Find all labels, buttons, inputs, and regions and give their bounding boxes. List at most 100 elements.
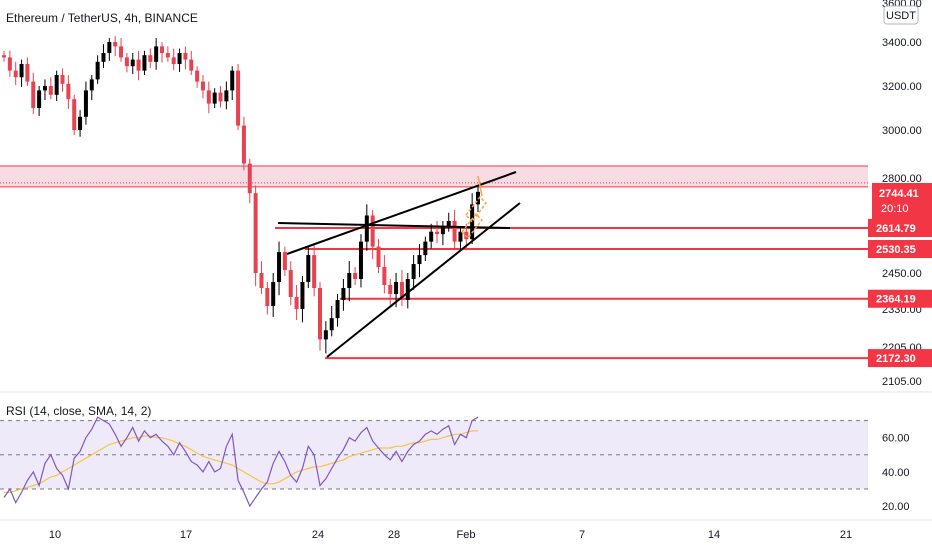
candle-body bbox=[476, 191, 480, 205]
candle-body bbox=[224, 90, 229, 102]
projection-stroke bbox=[477, 175, 483, 197]
candle-body bbox=[265, 288, 270, 306]
price-tick-label: 3000.00 bbox=[882, 125, 922, 137]
candle-body bbox=[288, 270, 293, 297]
time-tick-label: 10 bbox=[49, 529, 61, 541]
rsi-line bbox=[3, 416, 479, 508]
price-tick-label: 3400.00 bbox=[882, 37, 922, 49]
level-tag-label: 2614.79 bbox=[876, 223, 916, 235]
candle-body bbox=[54, 75, 59, 95]
time-tick-label: 28 bbox=[388, 529, 400, 541]
price-tick-label: 2450.00 bbox=[882, 268, 922, 280]
candle-body bbox=[329, 318, 334, 331]
candle-body bbox=[13, 70, 18, 78]
time-tick-label: Feb bbox=[457, 529, 476, 541]
candle-body bbox=[48, 86, 53, 95]
price-tick-label: 3600.00 bbox=[882, 0, 922, 10]
candle-body bbox=[382, 267, 387, 285]
candle-body bbox=[318, 288, 322, 340]
candle-body bbox=[271, 282, 276, 306]
candle-body bbox=[177, 53, 182, 64]
chart-title: Ethereum / TetherUS, 4h, BINANCE bbox=[6, 11, 198, 25]
candle-body bbox=[25, 64, 30, 82]
level-tag-label: 2364.19 bbox=[876, 294, 916, 306]
candle-body bbox=[323, 330, 328, 340]
candle-body bbox=[66, 83, 71, 100]
horizontal-trendline[interactable] bbox=[277, 222, 511, 229]
level-tag-label: 2530.35 bbox=[876, 244, 916, 256]
wedge-upper-trendline[interactable] bbox=[286, 171, 517, 255]
candle-body bbox=[370, 215, 375, 247]
candle-body bbox=[411, 264, 416, 279]
level-tag-label: 2172.30 bbox=[876, 353, 916, 365]
level-tag-box bbox=[868, 349, 932, 368]
candle-body bbox=[300, 282, 305, 309]
candle-body bbox=[470, 204, 475, 240]
bar-countdown: 20:10 bbox=[881, 203, 909, 215]
projection-shape bbox=[465, 195, 487, 224]
candle-body bbox=[60, 75, 65, 84]
candle-body bbox=[130, 59, 135, 67]
candle-body bbox=[206, 90, 211, 104]
candle-body bbox=[89, 79, 94, 91]
rsi-tick-label: 20.00 bbox=[882, 501, 910, 513]
candle-body bbox=[277, 252, 282, 282]
candle-body bbox=[353, 273, 358, 279]
candle-body bbox=[95, 61, 100, 80]
candlestick-series bbox=[2, 36, 480, 354]
currency-badge-box bbox=[883, 5, 919, 25]
last-price-tag: 2744.41 20:10 bbox=[872, 183, 932, 219]
candle-body bbox=[405, 279, 410, 300]
candle-body bbox=[312, 255, 317, 288]
price-tick-label: 2105.00 bbox=[882, 376, 922, 388]
time-tick-label: 17 bbox=[180, 529, 192, 541]
candle-body bbox=[183, 53, 188, 60]
wedge-lower-trendline[interactable] bbox=[326, 202, 521, 358]
candle-body bbox=[42, 86, 47, 91]
candle-body bbox=[83, 90, 88, 117]
rsi-tick-label: 40.00 bbox=[882, 467, 910, 479]
candle-body bbox=[247, 163, 252, 194]
candle-body bbox=[306, 255, 311, 282]
candle-body bbox=[124, 57, 129, 67]
time-tick-label: 14 bbox=[708, 529, 720, 541]
currency-badge[interactable]: USDT bbox=[883, 5, 919, 25]
candle-body bbox=[458, 231, 463, 242]
level-tag-box bbox=[868, 289, 932, 308]
candle-body bbox=[72, 99, 77, 130]
candle-body bbox=[195, 70, 200, 82]
candle-body bbox=[282, 252, 287, 271]
candle-body bbox=[294, 297, 299, 309]
candle-body bbox=[347, 273, 352, 288]
candle-body bbox=[230, 70, 235, 91]
candle-body bbox=[212, 92, 217, 104]
currency-label: USDT bbox=[886, 10, 916, 22]
candle-body bbox=[259, 273, 264, 288]
candle-body bbox=[37, 90, 42, 108]
candle-body bbox=[148, 55, 153, 62]
candle-body bbox=[440, 226, 445, 235]
candle-body bbox=[341, 288, 346, 300]
price-tick-label: 3200.00 bbox=[882, 81, 922, 93]
rsi-axis[interactable]: 60.00 40.00 20.00 bbox=[882, 433, 910, 513]
candle-body bbox=[101, 53, 106, 62]
candle-body bbox=[236, 70, 241, 126]
candle-body bbox=[241, 125, 246, 164]
time-tick-label: 7 bbox=[579, 529, 585, 541]
candle-body bbox=[7, 57, 12, 71]
candle-body bbox=[2, 55, 6, 58]
rsi-title: RSI (14, close, SMA, 14, 2) bbox=[6, 404, 151, 418]
resistance-zone bbox=[0, 166, 868, 187]
candle-body bbox=[218, 92, 223, 102]
candle-body bbox=[364, 215, 369, 242]
candle-body bbox=[31, 81, 36, 108]
candle-body bbox=[19, 64, 24, 78]
time-axis[interactable]: 10 17 24 28 Feb 7 14 21 bbox=[49, 529, 852, 541]
level-tag-box bbox=[868, 240, 932, 258]
rsi-tick-label: 60.00 bbox=[882, 433, 910, 445]
candle-body bbox=[423, 241, 428, 256]
candle-body bbox=[417, 255, 422, 265]
candle-body bbox=[388, 285, 393, 294]
level-tags: 2614.79 2530.35 2364.19 2172.30 bbox=[868, 219, 932, 368]
